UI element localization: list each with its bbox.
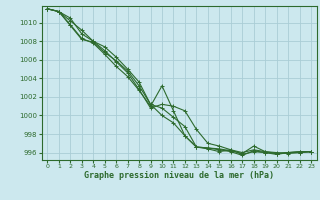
X-axis label: Graphe pression niveau de la mer (hPa): Graphe pression niveau de la mer (hPa) [84,171,274,180]
